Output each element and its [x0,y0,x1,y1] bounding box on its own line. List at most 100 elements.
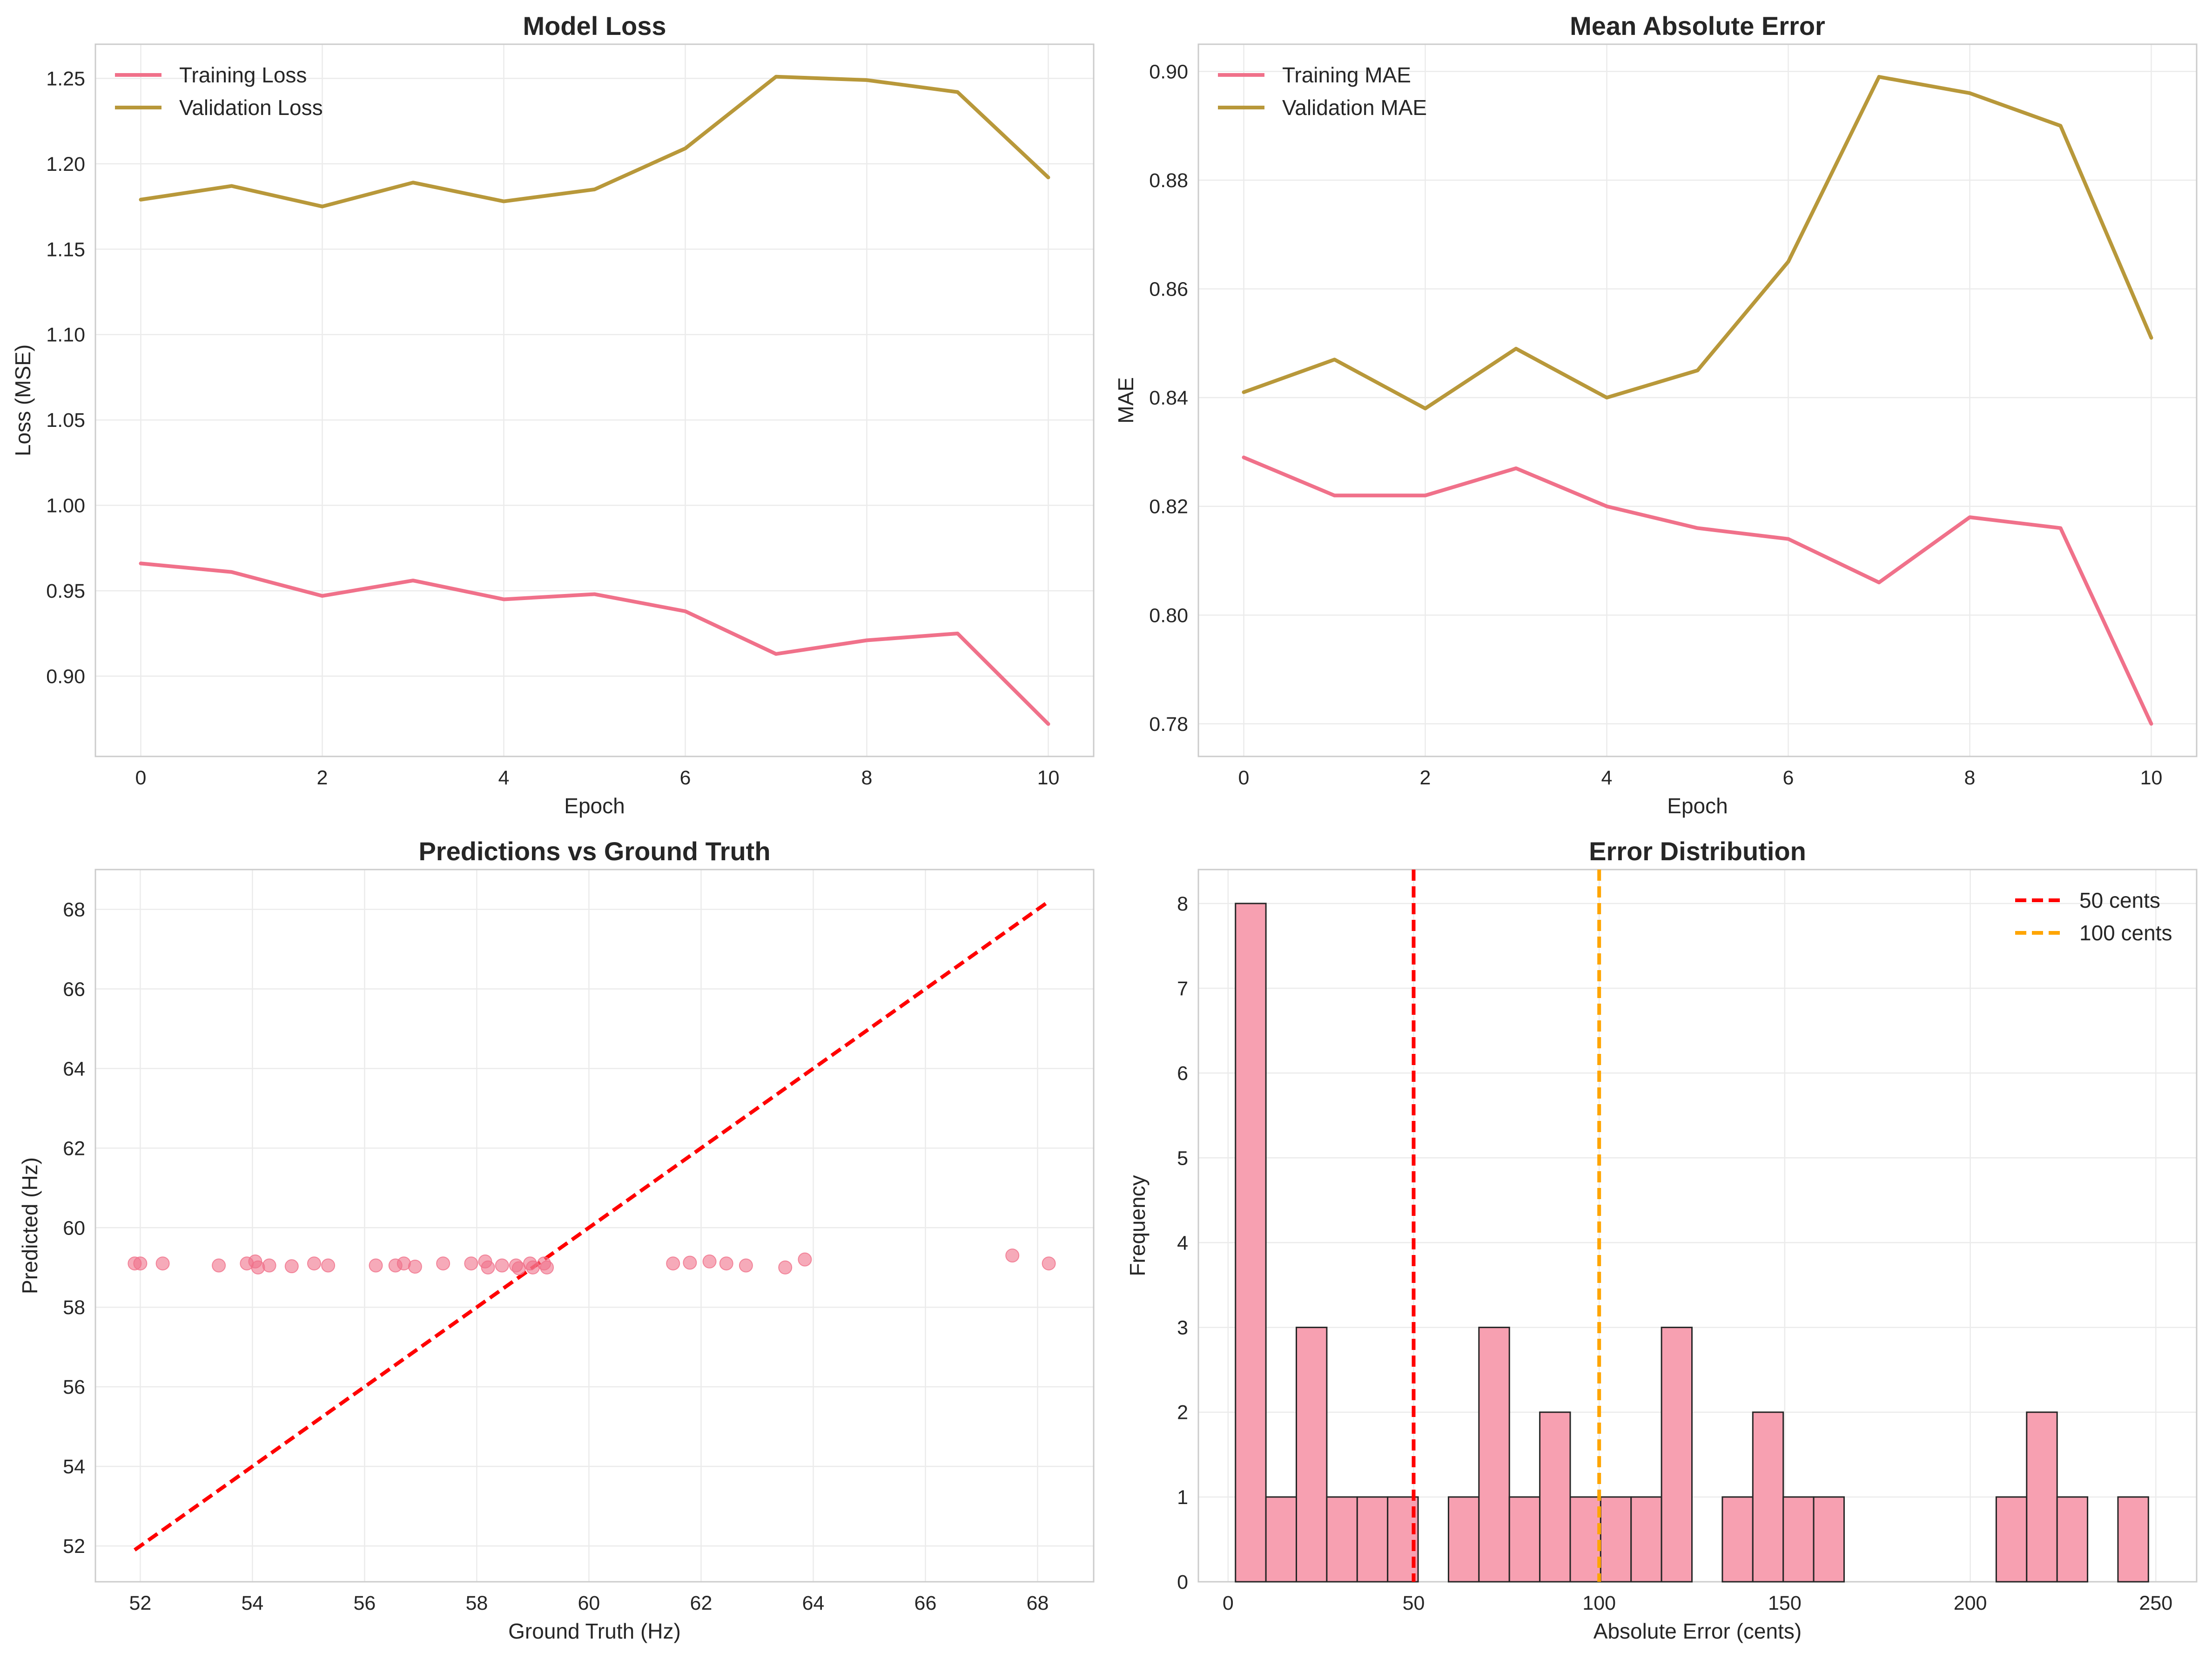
scatter-point [284,1259,299,1274]
scatter-point [464,1256,478,1271]
legend-label: 50 cents [2079,888,2160,912]
scatter-point [540,1260,554,1275]
histogram-bar [1782,1496,1815,1583]
x-axis-label: Absolute Error (cents) [1593,1619,1802,1643]
y-tick-label: 1.10 [46,324,85,346]
series-line-training [1242,455,2153,726]
scatter-point [212,1258,226,1273]
x-tick-label: 10 [1037,767,1060,789]
y-tick-label: 6 [1177,1062,1188,1085]
plot-frame [94,869,1095,1583]
histogram-bar [1356,1496,1389,1583]
y-tick-label: 7 [1177,978,1188,1000]
y-tick-label: 52 [63,1535,85,1558]
y-tick-label: 0.90 [46,666,85,688]
x-tick-label: 52 [129,1592,151,1614]
x-tick-label: 62 [690,1592,713,1614]
scatter-point [1042,1256,1056,1271]
x-tick-label: 64 [802,1592,825,1614]
scatter-point [702,1254,717,1268]
y-tick-label: 1.20 [46,153,85,175]
scatter-point [739,1258,753,1273]
x-tick-label: 250 [2139,1592,2172,1614]
histogram-bar [1478,1327,1510,1583]
y-axis-label: Predicted (Hz) [18,1157,42,1294]
x-tick-label: 54 [241,1592,263,1614]
y-tick-label: 4 [1177,1232,1188,1254]
scatter-point [683,1255,697,1270]
scatter-point [408,1260,422,1274]
histogram-bar [1721,1496,1754,1583]
y-tick-label: 1.25 [46,67,85,90]
x-axis-label: Epoch [564,794,625,818]
scatter-point [778,1260,793,1275]
scatter-point [436,1256,450,1271]
y-tick-label: 0.88 [1149,169,1188,192]
mae-chart: 0 2 4 6 8 10 0.78 0.80 0.82 0.84 0.86 0.88 0.90 Mean … [1114,11,2198,818]
y-tick-label: 1.05 [46,409,85,432]
chart-title: Predictions vs Ground Truth [418,837,770,866]
x-tick-label: 60 [578,1592,600,1614]
x-tick-label: 0 [1223,1592,1234,1614]
scatter-point [321,1258,336,1273]
histogram-bar [1661,1327,1693,1583]
plot-frame [1197,43,2198,757]
histogram-bar [1265,1496,1298,1583]
y-tick-label: 64 [63,1058,85,1080]
x-tick-label: 200 [1954,1592,1987,1614]
y-tick-label: 0.82 [1149,496,1188,518]
x-tick-label: 2 [1420,767,1431,789]
plot-frame [1197,869,2198,1583]
legend-label: Training MAE [1282,63,1411,87]
y-tick-label: 2 [1177,1402,1188,1424]
predictions-scatter-chart: 52 54 56 58 60 62 64 66 68 52 54 56 58 60 62 64 66 68 Pred… [18,837,1095,1643]
x-tick-label: 58 [466,1592,488,1614]
histogram-bar [2117,1496,2149,1583]
x-tick-label: 6 [680,767,691,789]
histogram-bar [1326,1496,1358,1583]
y-tick-label: 1.15 [46,238,85,261]
x-tick-label: 150 [1768,1592,1802,1614]
histogram-bar [1508,1496,1541,1583]
histogram-bar [1813,1496,1845,1583]
x-tick-label: 100 [1582,1592,1616,1614]
scatter-point [798,1252,812,1267]
scatter-point [719,1256,733,1271]
y-tick-label: 8 [1177,893,1188,915]
y-tick-label: 56 [63,1376,85,1398]
x-tick-label: 8 [1964,767,1976,789]
y-tick-label: 1.00 [46,495,85,517]
scatter-point [1005,1248,1020,1263]
histogram-bar [1995,1496,2028,1583]
x-axis-label: Epoch [1667,794,1728,818]
series-line-training [139,561,1050,726]
identity-line [134,900,1050,1552]
x-tick-label: 4 [1601,767,1613,789]
x-tick-label: 10 [2140,767,2163,789]
y-tick-label: 62 [63,1137,85,1160]
y-tick-label: 0.86 [1149,278,1188,301]
legend-label: Training Loss [179,63,307,87]
x-tick-label: 0 [1238,767,1250,789]
error-distribution-histogram: 0 50 100 150 200 250 0 1 2 3 4 5 6 7 8 Error Distributi… [1125,837,2198,1643]
y-tick-label: 0.90 [1149,61,1188,83]
y-tick-label: 58 [63,1296,85,1319]
series-line-validation [139,74,1050,209]
y-tick-label: 54 [63,1456,85,1478]
loss-chart: 0 2 4 6 8 10 0.90 0.95 1.00 1.05 1.10 1.15 1.20 1.25 M… [11,11,1095,818]
y-tick-label: 66 [63,978,85,1000]
x-tick-label: 6 [1783,767,1794,789]
legend-label: Validation MAE [1282,95,1427,120]
histogram-bar [1600,1496,1632,1583]
histogram-bar [2056,1496,2089,1583]
histogram-bar [2026,1411,2058,1583]
histogram-bar [1752,1411,1784,1583]
y-tick-label: 60 [63,1217,85,1239]
scatter-point [307,1256,321,1271]
y-axis-label: Frequency [1125,1175,1150,1276]
histogram-bar [1569,1496,1601,1583]
y-axis-label: MAE [1114,377,1138,424]
histogram-bar [1296,1327,1328,1583]
x-axis-label: Ground Truth (Hz) [508,1619,681,1643]
x-tick-label: 8 [861,767,873,789]
